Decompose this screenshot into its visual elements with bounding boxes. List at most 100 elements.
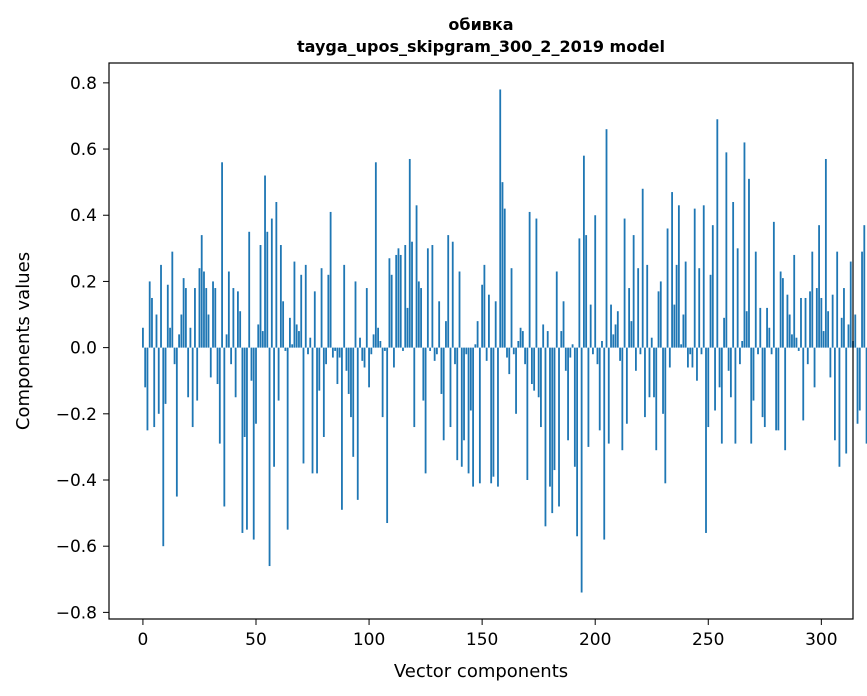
bar [546, 331, 549, 348]
bar [863, 225, 866, 348]
bar [664, 347, 667, 484]
bar [628, 288, 631, 348]
bar [399, 254, 402, 348]
bar [327, 274, 330, 348]
bar [460, 347, 463, 467]
plot-frame [108, 62, 854, 620]
bar [465, 347, 468, 355]
bar [499, 89, 502, 348]
bar [763, 347, 766, 428]
bar [334, 347, 337, 351]
bar [417, 281, 420, 348]
bar [279, 245, 282, 348]
bar [436, 347, 438, 355]
bar [397, 248, 400, 348]
x-tick-label: 200 [579, 630, 611, 650]
bar [488, 294, 490, 348]
bar [413, 347, 416, 428]
bar [426, 248, 429, 348]
bar [666, 228, 669, 348]
bar [293, 261, 296, 348]
bar [596, 347, 599, 365]
bar [456, 347, 459, 461]
bar [788, 314, 791, 348]
y-axis-label: Components values [13, 252, 34, 430]
bar [313, 291, 316, 348]
bar [601, 341, 603, 348]
bar [259, 245, 262, 348]
bar [148, 281, 151, 348]
bar [770, 347, 773, 355]
bar [578, 238, 581, 348]
bar [571, 344, 574, 348]
bar [752, 347, 755, 401]
bar [533, 347, 536, 391]
bar [612, 334, 615, 348]
bar [748, 178, 750, 348]
bar [682, 314, 685, 348]
bar [221, 162, 223, 348]
bar [225, 334, 228, 348]
bar [478, 347, 481, 484]
bar [562, 301, 565, 348]
bar [806, 347, 809, 365]
bar [582, 155, 585, 348]
bar [757, 347, 759, 355]
bar [820, 297, 823, 348]
bar [490, 347, 493, 484]
bar [198, 268, 201, 348]
bar [542, 324, 545, 348]
bar [252, 347, 255, 540]
bar [861, 251, 863, 348]
bar [383, 347, 386, 351]
bar [454, 347, 456, 365]
bar [630, 321, 633, 348]
bar [345, 347, 348, 371]
bar [696, 347, 698, 381]
bar [458, 271, 461, 348]
bar [530, 347, 533, 385]
bar [266, 231, 269, 348]
bar [481, 284, 484, 348]
bar [779, 271, 782, 348]
y-axis-ticks: −0.8 −0.6 −0.4 −0.2 0.0 0.2 0.4 0.6 0.8 [56, 74, 109, 623]
bar [702, 205, 705, 348]
bar [205, 288, 208, 348]
bar [316, 347, 318, 474]
y-tick-label: −0.8 [56, 603, 97, 623]
bar [847, 324, 850, 348]
bar [592, 347, 594, 355]
bar [234, 347, 237, 398]
bar [831, 294, 834, 348]
bar [775, 347, 778, 431]
bar [284, 347, 287, 351]
bar [709, 274, 712, 348]
bar [424, 347, 427, 474]
bar [549, 347, 551, 487]
bar [558, 347, 560, 507]
bar [598, 347, 601, 431]
bar [223, 347, 226, 507]
bar [616, 311, 619, 348]
bar [261, 331, 264, 348]
bar [827, 311, 830, 348]
x-tick-label: 100 [353, 630, 385, 650]
bar [698, 268, 701, 348]
bar [431, 245, 434, 348]
bar [298, 331, 300, 348]
bar [257, 324, 260, 348]
bar [352, 347, 355, 457]
bar [173, 347, 176, 365]
bar [517, 341, 520, 348]
bar [318, 347, 321, 391]
bar [754, 251, 757, 348]
bar [379, 341, 382, 348]
bar [741, 341, 744, 348]
bar [560, 331, 563, 348]
bar [743, 142, 746, 348]
bar [207, 314, 210, 348]
bar [718, 347, 721, 388]
bar [768, 327, 771, 348]
bar [829, 347, 832, 378]
